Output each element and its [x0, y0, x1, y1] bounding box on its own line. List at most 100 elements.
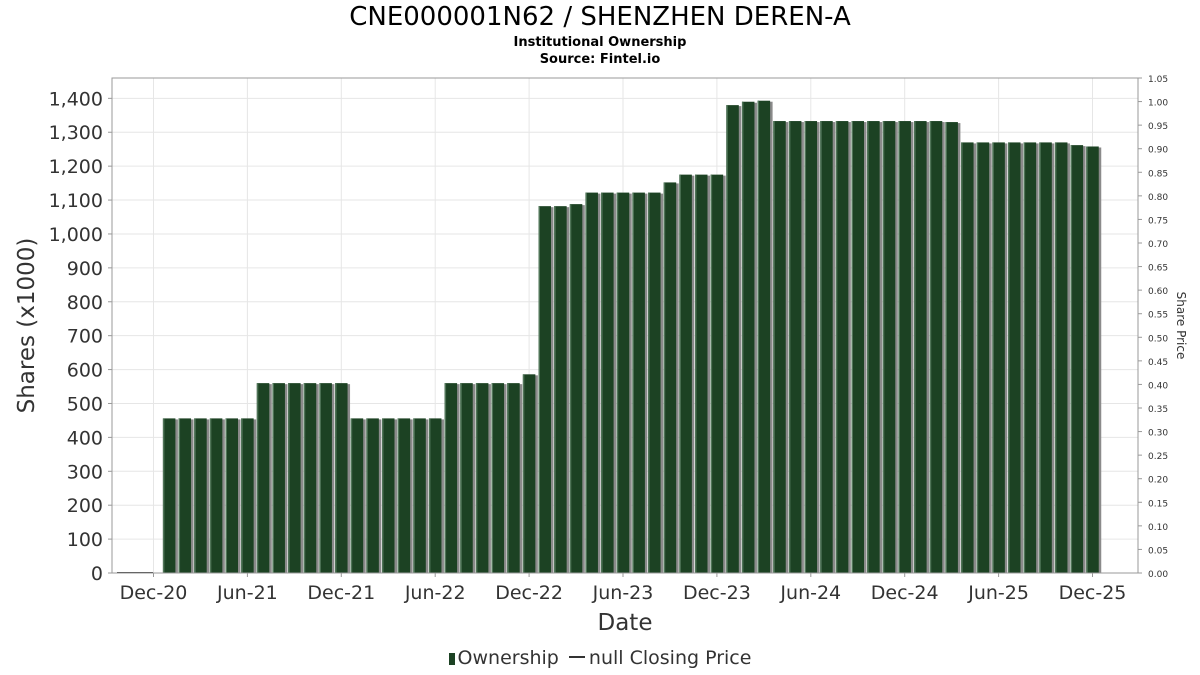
bar — [1008, 142, 1021, 574]
bar — [788, 121, 802, 573]
chart-title: CNE000001N62 / SHENZHEN DEREN-A — [349, 2, 851, 32]
bar-highlight — [726, 105, 728, 573]
x-tick-label: Dec-23 — [683, 582, 751, 604]
x-tick-label: Dec-22 — [495, 582, 563, 604]
bar — [851, 121, 864, 573]
bar — [961, 142, 974, 574]
bar-highlight — [914, 121, 916, 573]
bar — [1054, 142, 1068, 574]
bar — [366, 418, 379, 573]
bar — [162, 418, 176, 573]
bar — [460, 383, 473, 573]
bar — [882, 121, 896, 573]
y2-tick-label: 0.65 — [1148, 264, 1168, 274]
bar — [632, 192, 645, 573]
bar-highlight — [679, 174, 681, 573]
bar — [319, 383, 332, 573]
bar-highlight — [1054, 142, 1057, 574]
bar — [835, 121, 849, 573]
y2-tick-label: 0.75 — [1148, 216, 1168, 226]
bar — [726, 105, 739, 573]
bar-highlight — [460, 383, 462, 573]
bar-highlight — [272, 383, 274, 573]
bar-highlight — [397, 418, 400, 573]
bar-highlight — [773, 121, 775, 573]
legend-item-price: null Closing Price — [568, 647, 752, 669]
bar — [413, 418, 426, 573]
x-tick-label: Dec-21 — [307, 582, 375, 604]
bar-highlight — [554, 206, 556, 573]
bar-highlight — [288, 383, 290, 573]
bar-highlight — [945, 122, 947, 573]
bar-highlight — [413, 418, 415, 573]
y-tick-label: 600 — [67, 360, 103, 382]
bar — [929, 121, 943, 573]
bar-highlight — [898, 121, 900, 573]
bar — [757, 100, 771, 573]
y2-tick-label: 0.80 — [1148, 193, 1168, 203]
bar — [867, 121, 880, 573]
bar — [475, 383, 489, 573]
x-tick-label: Dec-20 — [120, 582, 188, 604]
bar — [1070, 145, 1084, 574]
bar-highlight — [444, 383, 447, 573]
y2-tick-label: 0.60 — [1148, 287, 1168, 297]
bar — [898, 121, 911, 573]
bar — [507, 383, 520, 573]
y-axis-title: Shares (x1000) — [14, 238, 40, 414]
bar — [272, 383, 285, 573]
y2-tick-label: 1.05 — [1148, 75, 1168, 85]
x-tick-label: Jun-22 — [404, 582, 466, 604]
y-tick-label: 1,400 — [49, 88, 103, 110]
y-tick-label: 900 — [67, 258, 103, 280]
bar-highlight — [632, 192, 634, 573]
bar — [335, 383, 348, 573]
bar-highlight — [491, 383, 494, 573]
bar-highlight — [882, 121, 885, 573]
bar-highlight — [256, 383, 259, 573]
y-tick-label: 1,200 — [49, 156, 103, 178]
bar-highlight — [319, 383, 321, 573]
bar-highlight — [209, 418, 212, 573]
bar — [350, 418, 364, 573]
bar-highlight — [961, 142, 963, 574]
bar-highlight — [569, 204, 572, 573]
y-tick-label: 1,100 — [49, 190, 103, 212]
y2-tick-label: 1.00 — [1148, 99, 1168, 109]
legend-label-price: null Closing Price — [588, 647, 752, 669]
plot-frame — [111, 77, 1139, 574]
bar-highlight — [601, 192, 603, 573]
y-tick-label: 500 — [67, 393, 103, 415]
y-tick-label: 300 — [67, 461, 103, 483]
y2-tick-label: 0.15 — [1148, 499, 1168, 509]
bar — [178, 418, 192, 573]
bar-highlight — [1008, 142, 1010, 574]
bar-highlight — [178, 418, 181, 573]
bar — [397, 418, 411, 573]
legend-line-price — [568, 656, 585, 658]
bar-highlight — [303, 383, 306, 573]
bar — [679, 174, 692, 573]
x-tick-label: Dec-24 — [871, 582, 939, 604]
bar — [569, 204, 583, 573]
bar-highlight — [867, 121, 869, 573]
bar-highlight — [428, 418, 431, 573]
chart-subtitle: Institutional Ownership — [513, 35, 687, 50]
bar-highlight — [194, 418, 196, 573]
y2-tick-label: 0.95 — [1148, 122, 1168, 132]
bar — [444, 383, 458, 573]
chart-source: Source: Fintel.io — [539, 52, 661, 67]
bar-highlight — [710, 174, 713, 573]
bar-highlight — [648, 192, 650, 573]
bar-highlight — [663, 182, 666, 573]
bar — [914, 121, 927, 573]
bar — [1039, 142, 1052, 574]
bar — [1086, 146, 1099, 573]
y2-tick-label: 0.70 — [1148, 240, 1168, 250]
bar — [554, 206, 567, 573]
bar — [256, 383, 270, 573]
bar — [695, 174, 708, 573]
bar — [648, 192, 661, 573]
bar-highlight — [366, 418, 368, 573]
